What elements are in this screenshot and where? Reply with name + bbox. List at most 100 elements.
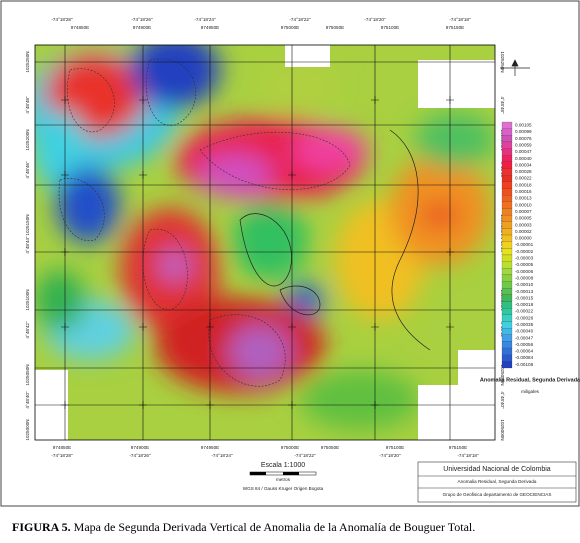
left-coord-label: 1025000N	[25, 419, 30, 440]
anomaly-blob	[300, 370, 420, 430]
legend-swatch	[501, 181, 513, 189]
top-deg-label: -74°18'22"	[289, 17, 311, 22]
caption-label: FIGURA 5.	[12, 520, 71, 534]
legend-value: 0.00040	[515, 156, 532, 161]
legend-value: 0.00076	[515, 136, 532, 141]
top-deg-label: -74°18'18"	[449, 17, 471, 22]
legend-swatch	[501, 208, 513, 216]
legend-value: 0.00003	[515, 222, 532, 227]
anomaly-blob	[228, 324, 292, 380]
bottom-east-label: 975150E	[449, 445, 467, 450]
legend-swatch	[501, 254, 513, 262]
legend-swatch	[501, 341, 513, 349]
bottom-east-label: 974950E	[201, 445, 219, 450]
legend-swatch	[501, 347, 513, 355]
legend-value: -0.00022	[515, 309, 534, 314]
legend-swatch	[501, 128, 513, 136]
legend-swatch	[501, 121, 513, 129]
legend-value: 0.00013	[515, 196, 532, 201]
scale-text: Escala 1:1000	[261, 462, 305, 469]
institution: Universidad Nacional de Colombia	[443, 466, 550, 473]
legend-value: -0.00040	[515, 329, 534, 334]
legend-value: -0.00001	[515, 242, 534, 247]
legend-unit: miligales	[521, 389, 540, 394]
top-deg-label: -74°18'24"	[194, 17, 216, 22]
cross-marker	[61, 96, 69, 104]
left-coord-label: 4°48'46"	[25, 161, 30, 178]
legend-swatch	[501, 135, 513, 143]
legend-value: 0.00034	[515, 162, 532, 167]
block-group: Grupo de Geofisica departamento de GEOCI…	[443, 492, 552, 497]
legend-swatch	[501, 201, 513, 209]
bottom-deg-label: -74°18'24"	[211, 453, 233, 458]
legend-swatch	[501, 161, 513, 169]
legend-value: -0.00005	[515, 262, 534, 267]
bottom-deg-label: -74°18'20"	[379, 453, 401, 458]
left-coord-label: 4°48'44"	[25, 236, 30, 253]
legend-swatch	[501, 168, 513, 176]
anomaly-blob	[285, 284, 325, 316]
legend-value: -0.00003	[515, 256, 534, 261]
bottom-east-label: 974850E	[53, 445, 71, 450]
legend-value: 0.00047	[515, 149, 532, 154]
legend-value: 0.00105	[515, 123, 532, 128]
cross-marker	[61, 401, 69, 409]
legend-swatch	[501, 301, 513, 309]
legend-swatch	[501, 334, 513, 342]
left-coord-label: 4°48'42"	[25, 321, 30, 338]
top-east-label: 974900E	[133, 25, 151, 30]
anomaly-blob	[35, 270, 85, 330]
cross-marker	[206, 401, 214, 409]
legend-swatch	[501, 361, 513, 369]
top-east-label: 974850E	[71, 25, 89, 30]
legend-value: -0.00056	[515, 342, 534, 347]
block-subtitle: Anomalia Residual, Segunda Derivada	[458, 479, 537, 484]
cross-marker	[446, 248, 454, 256]
right-coord-label: 1025050N	[500, 364, 505, 385]
legend-swatch	[501, 314, 513, 322]
legend-value: 0.00018	[515, 182, 532, 187]
top-east-label: 975000E	[281, 25, 299, 30]
anomaly-blob	[157, 247, 193, 283]
legend-value: -0.00018	[515, 302, 534, 307]
right-coord-label: 4°48'48"	[500, 96, 505, 113]
legend-value: 0.00028	[515, 169, 532, 174]
anomaly-blob	[422, 205, 458, 225]
cross-marker	[139, 96, 147, 104]
legend-swatch	[501, 274, 513, 282]
right-coord-label: 1025000N	[500, 419, 505, 440]
cross-marker	[446, 96, 454, 104]
legend-value: -0.00064	[515, 349, 534, 354]
legend-swatch	[501, 221, 513, 229]
legend-value: 0.00005	[515, 216, 532, 221]
legend-swatch	[501, 261, 513, 269]
cross-marker	[288, 401, 296, 409]
anomaly-blob	[56, 167, 120, 243]
bottom-east-label: 975000E	[281, 445, 299, 450]
legend-value: 0.00002	[515, 229, 532, 234]
right-coord-label: 4°48'40"	[500, 391, 505, 408]
cross-marker	[446, 323, 454, 331]
legend-value: 0.00010	[515, 202, 532, 207]
legend-value: 0.00000	[515, 236, 532, 241]
anomaly-blob	[35, 110, 88, 190]
legend-title: Anomalia Residual, Segunda Derivada	[480, 377, 580, 383]
anomaly-blob	[130, 45, 220, 108]
cross-marker	[371, 96, 379, 104]
caption-text: Mapa de Segunda Derivada Vertical de Ano…	[71, 520, 476, 534]
cross-marker	[61, 323, 69, 331]
legend-value: -0.00008	[515, 275, 534, 280]
anomaly-blob	[260, 60, 340, 110]
cross-marker	[61, 171, 69, 179]
left-coord-label: 1025200N	[25, 129, 30, 150]
left-coord-label: 1025250N	[25, 51, 30, 72]
frame	[0, 0, 580, 507]
legend-value: -0.00035	[515, 322, 534, 327]
left-coord-label: 4°48'48"	[25, 96, 30, 113]
bottom-deg-label: -74°18'22"	[294, 453, 316, 458]
legend-swatch	[501, 228, 513, 236]
top-east-label: 974950E	[201, 25, 219, 30]
top-east-label: 975150E	[446, 25, 464, 30]
legend-value: -0.00013	[515, 289, 534, 294]
